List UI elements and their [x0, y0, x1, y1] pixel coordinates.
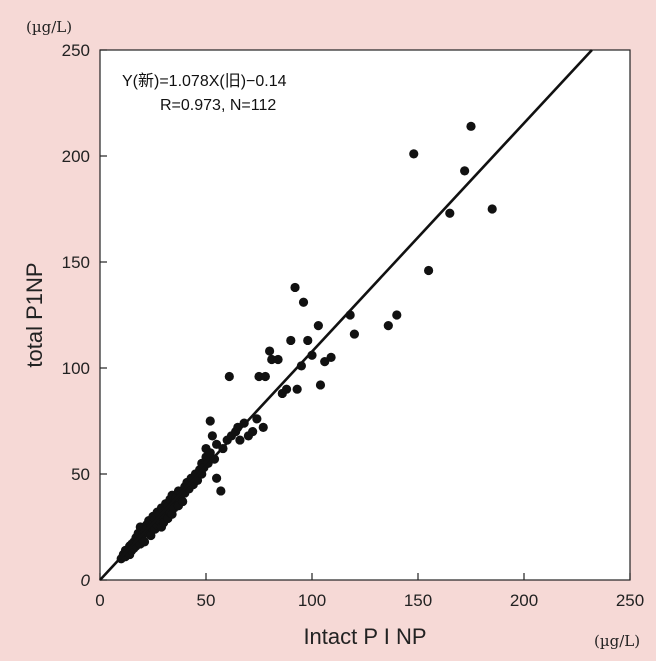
- data-point: [258, 422, 268, 432]
- data-point: [260, 371, 270, 382]
- y-tick-label: 150: [62, 253, 90, 272]
- data-point: [267, 354, 277, 365]
- data-point: [292, 384, 302, 394]
- data-point: [487, 204, 497, 214]
- data-point: [252, 414, 262, 424]
- data-point: [349, 329, 359, 339]
- x-axis-title: Intact P I NP: [303, 624, 426, 649]
- data-point: [303, 335, 313, 346]
- x-tick-label: 50: [197, 591, 216, 610]
- data-point: [254, 371, 264, 382]
- data-point: [313, 321, 323, 331]
- correlation-stats: R=0.973, N=112: [160, 97, 276, 114]
- data-point: [209, 454, 220, 464]
- y-axis-title: total P1NP: [22, 262, 47, 367]
- data-point: [235, 435, 245, 445]
- data-point: [383, 321, 393, 331]
- data-point: [205, 416, 215, 426]
- data-point: [212, 473, 222, 483]
- data-point: [207, 431, 217, 441]
- data-point: [273, 354, 283, 365]
- y-tick-label: 50: [71, 465, 90, 484]
- y-axis-ticks: 0 50 100 150 200 250: [62, 41, 107, 590]
- x-tick-label: 250: [616, 591, 644, 610]
- x-axis-unit: (µg/L): [594, 632, 640, 650]
- data-point: [224, 371, 234, 382]
- data-point: [466, 121, 476, 131]
- x-tick-label: 0: [95, 591, 104, 610]
- y-tick-label: 0: [81, 571, 91, 590]
- x-axis-ticks: 0 50 100 150 200 250: [95, 573, 644, 610]
- data-point: [286, 335, 296, 346]
- data-point: [248, 427, 258, 437]
- data-point: [445, 208, 455, 218]
- regression-line: [99, 49, 593, 581]
- data-point: [409, 149, 419, 159]
- data-point: [392, 310, 402, 320]
- y-tick-label: 100: [62, 359, 90, 378]
- regression-equation: Y(新)=1.078X(旧)−0.14: [122, 72, 287, 90]
- data-point: [216, 486, 226, 496]
- x-tick-label: 100: [298, 591, 326, 610]
- data-point: [315, 380, 326, 390]
- y-axis-unit: (µg/L): [26, 18, 72, 36]
- data-point: [139, 537, 150, 547]
- x-tick-label: 200: [510, 591, 538, 610]
- data-point: [281, 384, 292, 394]
- data-point: [460, 166, 470, 176]
- data-point: [178, 496, 188, 507]
- x-tick-label: 150: [404, 591, 432, 610]
- data-point: [290, 282, 300, 293]
- data-point: [326, 352, 336, 362]
- data-point: [298, 297, 309, 307]
- y-tick-label: 200: [62, 147, 90, 166]
- data-point: [265, 346, 275, 356]
- y-tick-label: 250: [62, 41, 90, 60]
- data-point: [424, 265, 434, 276]
